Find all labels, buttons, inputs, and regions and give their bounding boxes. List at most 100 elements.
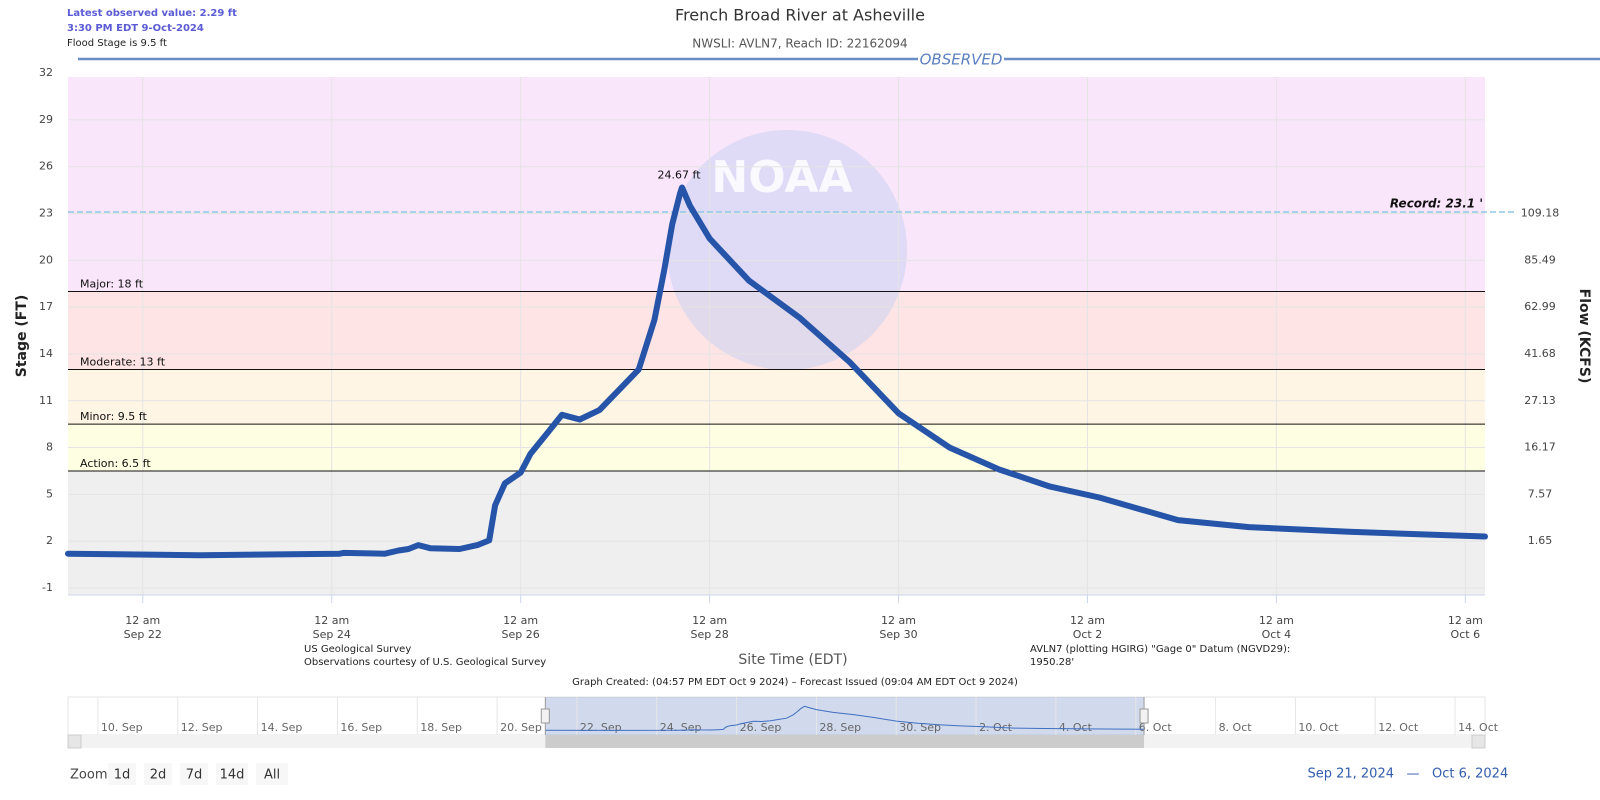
range-to: Oct 6, 2024 bbox=[1432, 767, 1508, 782]
flood-label: Major: 18 ft bbox=[80, 278, 144, 291]
peak-label: 24.67 ft bbox=[658, 168, 702, 181]
note: Graph Created: (04:57 PM EDT Oct 9 2024)… bbox=[572, 677, 1018, 688]
latest-value: Latest observed value: 2.29 ft bbox=[67, 8, 237, 19]
note: 1950.28' bbox=[1030, 657, 1074, 668]
zoom-button-label[interactable]: 1d bbox=[114, 768, 131, 783]
x-tick-date: Oct 2 bbox=[1073, 628, 1103, 641]
x-tick-label: 12 am bbox=[1259, 614, 1294, 627]
y2-tick-label: 85.49 bbox=[1524, 253, 1556, 266]
navigator-label: 8. Oct bbox=[1219, 721, 1253, 734]
zoom-button-label[interactable]: All bbox=[264, 768, 280, 783]
scroll-left[interactable] bbox=[67, 734, 82, 749]
y-tick-label: 5 bbox=[46, 487, 53, 500]
x-tick-label: 12 am bbox=[1448, 614, 1483, 627]
zoom-button[interactable] bbox=[144, 763, 172, 785]
navigator-label: 22. Sep bbox=[580, 721, 622, 734]
y2-tick-label: 41.68 bbox=[1524, 347, 1556, 360]
note: AVLN7 (plotting HGIRG) "Gage 0" Datum (N… bbox=[1030, 644, 1290, 655]
zoom-button[interactable] bbox=[108, 763, 136, 785]
note: US Geological Survey bbox=[304, 644, 411, 655]
x-tick-label: 12 am bbox=[314, 614, 349, 627]
x-tick-date: Sep 28 bbox=[690, 628, 728, 641]
x-tick-date: Oct 4 bbox=[1262, 628, 1292, 641]
x-tick-date: Sep 24 bbox=[313, 628, 351, 641]
y-tick-label: 8 bbox=[46, 441, 53, 454]
flood-label: Minor: 9.5 ft bbox=[80, 410, 147, 423]
observed-label: OBSERVED bbox=[920, 51, 1003, 69]
zoom-button[interactable] bbox=[180, 763, 208, 785]
navigator-label: 12. Sep bbox=[181, 721, 223, 734]
flood-label: Moderate: 13 ft bbox=[80, 356, 166, 369]
zoom-button-label[interactable]: 7d bbox=[186, 768, 203, 783]
y-tick-label: 20 bbox=[39, 253, 53, 266]
navigator-label: 28. Sep bbox=[819, 721, 861, 734]
y-tick-label: 29 bbox=[39, 113, 53, 126]
navigator-bg bbox=[67, 696, 1486, 736]
note: Observations courtesy of U.S. Geological… bbox=[304, 657, 546, 668]
flood-band bbox=[68, 369, 1485, 425]
x-tick-date: Oct 6 bbox=[1451, 628, 1481, 641]
chart-title: French Broad River at Asheville bbox=[675, 6, 925, 25]
scrollbar-thumb[interactable] bbox=[545, 735, 1145, 748]
navigator-label: 10. Oct bbox=[1298, 721, 1339, 734]
y-tick-label: 11 bbox=[39, 394, 53, 407]
y-tick-label: 2 bbox=[46, 534, 53, 547]
latest-time: 3:30 PM EDT 9-Oct-2024 bbox=[67, 23, 204, 34]
navigator-label: 18. Sep bbox=[420, 721, 462, 734]
flood-stage: Flood Stage is 9.5 ft bbox=[67, 38, 167, 49]
y2-tick-label: 7.57 bbox=[1528, 487, 1553, 500]
x-tick-label: 12 am bbox=[125, 614, 160, 627]
y2-tick-label: 109.18 bbox=[1521, 207, 1560, 220]
navigator-label: 6. Oct bbox=[1139, 721, 1173, 734]
y-tick-label: 17 bbox=[39, 300, 53, 313]
zoom-button[interactable] bbox=[256, 763, 288, 785]
navigator-label: 30. Sep bbox=[899, 721, 941, 734]
y2-tick-label: 62.99 bbox=[1524, 300, 1556, 313]
navigator-label: 14. Sep bbox=[261, 721, 303, 734]
y-axis-title: Stage (FT) bbox=[14, 295, 30, 378]
navigator-line bbox=[545, 705, 1145, 731]
x-tick-date: Sep 30 bbox=[879, 628, 917, 641]
x-tick-label: 12 am bbox=[503, 614, 538, 627]
y-tick-label: 14 bbox=[39, 347, 53, 360]
y-tick-label: 23 bbox=[39, 207, 53, 220]
y2-tick-label: 1.65 bbox=[1528, 534, 1553, 547]
navigator-label: 16. Sep bbox=[340, 721, 382, 734]
band-normal bbox=[68, 470, 1485, 595]
x-axis-title: Site Time (EDT) bbox=[738, 652, 847, 668]
y2-tick-label: 16.17 bbox=[1524, 441, 1556, 454]
navigator-label: 4. Oct bbox=[1059, 721, 1093, 734]
flood-label: Action: 6.5 ft bbox=[80, 457, 151, 470]
series-line bbox=[65, 184, 1488, 559]
navigator-handle[interactable] bbox=[1139, 708, 1149, 724]
zoom-label: Zoom bbox=[70, 768, 107, 783]
watermark-circle bbox=[667, 130, 907, 370]
y-tick-label: 32 bbox=[39, 66, 53, 79]
x-tick-date: Sep 22 bbox=[124, 628, 162, 641]
y2-axis-title: Flow (KCFS) bbox=[1576, 289, 1592, 384]
y2-tick-label: 27.13 bbox=[1524, 394, 1556, 407]
x-tick-date: Sep 26 bbox=[502, 628, 540, 641]
navigator-label: 10. Sep bbox=[101, 721, 143, 734]
navigator-handle[interactable] bbox=[540, 708, 550, 724]
navigator-label: 24. Sep bbox=[660, 721, 702, 734]
x-tick-label: 12 am bbox=[1070, 614, 1105, 627]
chart-subtitle: NWSLI: AVLN7, Reach ID: 22162094 bbox=[692, 37, 907, 51]
range-sep: — bbox=[1407, 767, 1420, 782]
y-tick-label: 26 bbox=[39, 160, 53, 173]
zoom-button[interactable] bbox=[216, 763, 248, 785]
zoom-button-label[interactable]: 14d bbox=[220, 768, 245, 783]
range-from: Sep 21, 2024 bbox=[1307, 767, 1394, 782]
observed-bg bbox=[918, 50, 1004, 68]
watermark: NOAA bbox=[711, 152, 852, 203]
navigator-label: 26. Sep bbox=[740, 721, 782, 734]
scroll-right[interactable] bbox=[1471, 734, 1486, 749]
x-tick-label: 12 am bbox=[692, 614, 727, 627]
navigator-label: 20. Sep bbox=[500, 721, 542, 734]
x-tick-label: 12 am bbox=[881, 614, 916, 627]
y-tick-label: -1 bbox=[42, 581, 53, 594]
record-label: Record: 23.1 ' bbox=[1390, 196, 1483, 210]
zoom-button-label[interactable]: 2d bbox=[150, 768, 167, 783]
navigator-label: 14. Oct bbox=[1458, 721, 1499, 734]
